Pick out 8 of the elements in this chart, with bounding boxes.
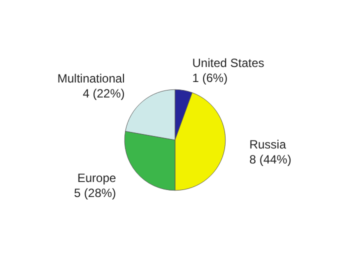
slice-label: United States — [192, 56, 264, 70]
slice-label: Multinational — [57, 72, 125, 86]
data-label: 8 (44%) — [249, 152, 292, 167]
slice-label: Europe — [77, 170, 116, 185]
data-label: 1 (6%) — [192, 71, 228, 86]
data-label: 4 (22%) — [82, 86, 125, 101]
slice-label: Russia — [249, 138, 286, 152]
data-label: 5 (28%) — [74, 186, 116, 200]
